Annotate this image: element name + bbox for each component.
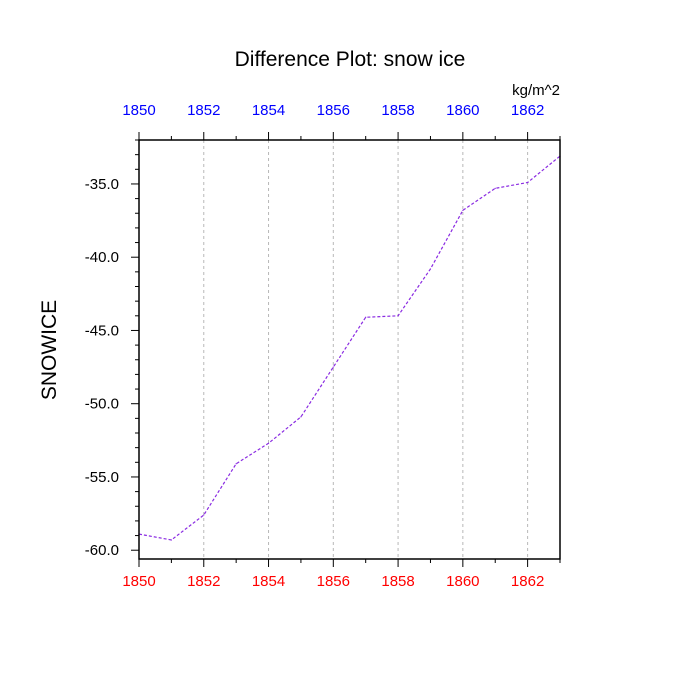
- x-tick-label-top: 1852: [187, 102, 220, 119]
- x-tick-label-bottom: 1862: [511, 573, 544, 590]
- y-tick-label: -55.0: [85, 469, 119, 486]
- y-tick-label: -60.0: [85, 542, 119, 559]
- grid-lines: [138, 140, 529, 559]
- y-tick-label: -40.0: [85, 249, 119, 266]
- chart-title: Difference Plot: snow ice: [235, 48, 466, 71]
- data-point: [332, 366, 334, 368]
- units-label: kg/m^2: [512, 82, 560, 99]
- x-tick-label-top: 1854: [252, 102, 285, 119]
- series-lines: [138, 155, 561, 541]
- x-tick-label-bottom: 1856: [317, 573, 350, 590]
- x-tick-label-top: 1858: [381, 102, 414, 119]
- data-point: [494, 187, 496, 189]
- x-tick-label-bottom: 1850: [122, 573, 155, 590]
- x-tick-label-bottom: 1854: [252, 573, 285, 590]
- tick-labels: 1850 1850 1852 1852 1854 1854 1856 1856 1858 1858…: [85, 102, 545, 590]
- y-tick-label: -50.0: [85, 396, 119, 413]
- y-tick-label: -35.0: [85, 176, 119, 193]
- x-tick-label-top: 1850: [122, 102, 155, 119]
- data-point: [267, 442, 270, 444]
- x-tick-label-top: 1860: [446, 102, 479, 119]
- x-tick-label-top: 1862: [511, 102, 544, 119]
- data-point: [429, 268, 432, 270]
- y-axis-label: SNOWICE: [38, 300, 61, 400]
- series-line: [138, 155, 561, 541]
- y-tick-label: -45.0: [85, 322, 119, 339]
- x-tick-label-bottom: 1858: [381, 573, 414, 590]
- data-point: [462, 209, 464, 211]
- x-tick-label-bottom: 1852: [187, 573, 220, 590]
- data-point: [365, 316, 367, 318]
- data-point: [397, 315, 399, 317]
- data-point: [300, 416, 302, 418]
- data-point: [170, 539, 172, 541]
- x-tick-label-bottom: 1860: [446, 573, 479, 590]
- plot-border: [138, 139, 561, 560]
- data-point: [235, 463, 237, 465]
- x-tick-label-top: 1856: [317, 102, 350, 119]
- data-point: [203, 514, 205, 516]
- plot-frame: [138, 139, 561, 560]
- data-point: [527, 181, 529, 184]
- axis-ticks: [131, 132, 561, 567]
